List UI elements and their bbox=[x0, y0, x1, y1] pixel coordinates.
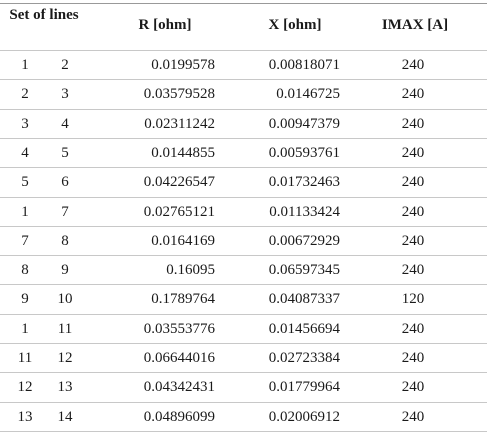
table-cell: 0.03579528 bbox=[143, 86, 215, 103]
table-cell: 2 bbox=[61, 57, 69, 73]
table-cell: 240 bbox=[401, 379, 425, 396]
table-cell: 14 bbox=[57, 408, 73, 425]
row-rule bbox=[0, 79, 487, 81]
table-cell: 4 bbox=[61, 115, 69, 132]
table-cell: 8 bbox=[21, 262, 29, 279]
row-rule bbox=[0, 108, 487, 110]
row-rule bbox=[0, 372, 487, 374]
table-cell: 5 bbox=[61, 144, 69, 161]
table-cell: 12 bbox=[57, 350, 73, 366]
table-cell: 0.06597345 bbox=[268, 262, 340, 279]
header-cell: R [ohm] bbox=[138, 17, 192, 33]
table-cell: 9 bbox=[61, 262, 69, 279]
table-cell: 11 bbox=[17, 350, 33, 366]
table-cell: 11 bbox=[57, 320, 73, 337]
table-cell: 240 bbox=[401, 144, 425, 161]
table-cell: 6 bbox=[61, 174, 69, 191]
table-cell: 0.02006912 bbox=[268, 408, 340, 425]
table-cell: 0.04342431 bbox=[143, 379, 215, 396]
row-rule bbox=[0, 401, 487, 403]
table-cell: 0.04896099 bbox=[143, 408, 215, 425]
table-cell: 7 bbox=[21, 232, 29, 249]
table-cell: 0.1789764 bbox=[151, 291, 215, 308]
table-cell: 0.0146725 bbox=[276, 86, 340, 103]
table-cell: 240 bbox=[401, 115, 425, 132]
table-cell: 240 bbox=[401, 203, 425, 220]
table-cell: 13 bbox=[57, 379, 73, 396]
table-cell: 0.03553776 bbox=[143, 320, 215, 337]
table-cell: 1 bbox=[21, 57, 29, 73]
table-cell: 7 bbox=[61, 203, 69, 220]
table-cell: 240 bbox=[401, 320, 425, 337]
table-cell: 12 bbox=[17, 379, 33, 396]
table-cell: 0.02311242 bbox=[144, 115, 215, 132]
row-rule bbox=[0, 313, 487, 315]
row-rule bbox=[0, 167, 487, 169]
header-rule bbox=[0, 50, 487, 51]
table-cell: 1 bbox=[21, 320, 29, 337]
table-cell: 3 bbox=[21, 115, 29, 132]
row-rule bbox=[0, 284, 487, 286]
table-cell: 0.01732463 bbox=[268, 174, 340, 191]
row-rule bbox=[0, 343, 487, 344]
table-cell: 9 bbox=[21, 291, 29, 308]
table-cell: 0.04226547 bbox=[143, 174, 215, 191]
table-cell: 0.16095 bbox=[166, 262, 215, 279]
header-cell: Set of lines bbox=[9, 7, 79, 23]
table-cell: 240 bbox=[401, 350, 425, 366]
table-cell: 0.01456694 bbox=[268, 320, 340, 337]
table-cell: 120 bbox=[401, 291, 425, 308]
row-rule bbox=[0, 137, 487, 139]
table-cell: 240 bbox=[401, 232, 425, 249]
table-cell: 0.0144855 bbox=[151, 144, 215, 161]
table-cell: 0.01133424 bbox=[269, 203, 340, 220]
table-cell: 0.04087337 bbox=[268, 291, 340, 308]
table-cell: 240 bbox=[401, 408, 425, 425]
table-cell: 4 bbox=[21, 144, 29, 161]
table-cell: 13 bbox=[17, 408, 33, 425]
header-cell: IMAX [A] bbox=[381, 17, 449, 33]
table-cell: 5 bbox=[21, 174, 29, 191]
top-rule bbox=[0, 3, 487, 4]
table-cell: 3 bbox=[61, 86, 69, 103]
table-cell: 0.01779964 bbox=[268, 379, 340, 396]
table-cell: 1 bbox=[21, 203, 29, 220]
table-cell: 0.0164169 bbox=[151, 232, 215, 249]
table-cell: 0.02723384 bbox=[268, 350, 340, 366]
table-cell: 2 bbox=[21, 86, 29, 103]
table-cell: 0.00818071 bbox=[268, 57, 340, 73]
table-cell: 0.00593761 bbox=[268, 144, 340, 161]
table-cell: 0.02765121 bbox=[143, 203, 215, 220]
table-cell: 0.00672929 bbox=[268, 232, 340, 249]
table-cell: 10 bbox=[57, 291, 73, 308]
row-rule bbox=[0, 196, 487, 198]
table-cell: 0.00947379 bbox=[268, 115, 340, 132]
table-cell: 8 bbox=[61, 232, 69, 249]
header-cell: X [ohm] bbox=[268, 17, 322, 33]
table-cell: 0.06644016 bbox=[143, 350, 215, 366]
row-rule bbox=[0, 225, 487, 227]
table-cell: 240 bbox=[401, 262, 425, 279]
table-cell: 240 bbox=[401, 86, 425, 103]
table-cell: 240 bbox=[401, 57, 425, 73]
row-rule bbox=[0, 255, 487, 257]
table-cell: 0.0199578 bbox=[151, 57, 215, 73]
table-cell: 240 bbox=[401, 174, 425, 191]
